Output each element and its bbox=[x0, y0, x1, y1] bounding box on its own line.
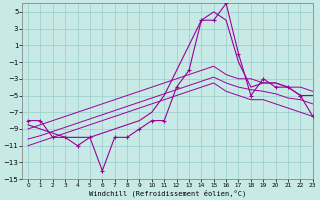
X-axis label: Windchill (Refroidissement éolien,°C): Windchill (Refroidissement éolien,°C) bbox=[89, 189, 246, 197]
